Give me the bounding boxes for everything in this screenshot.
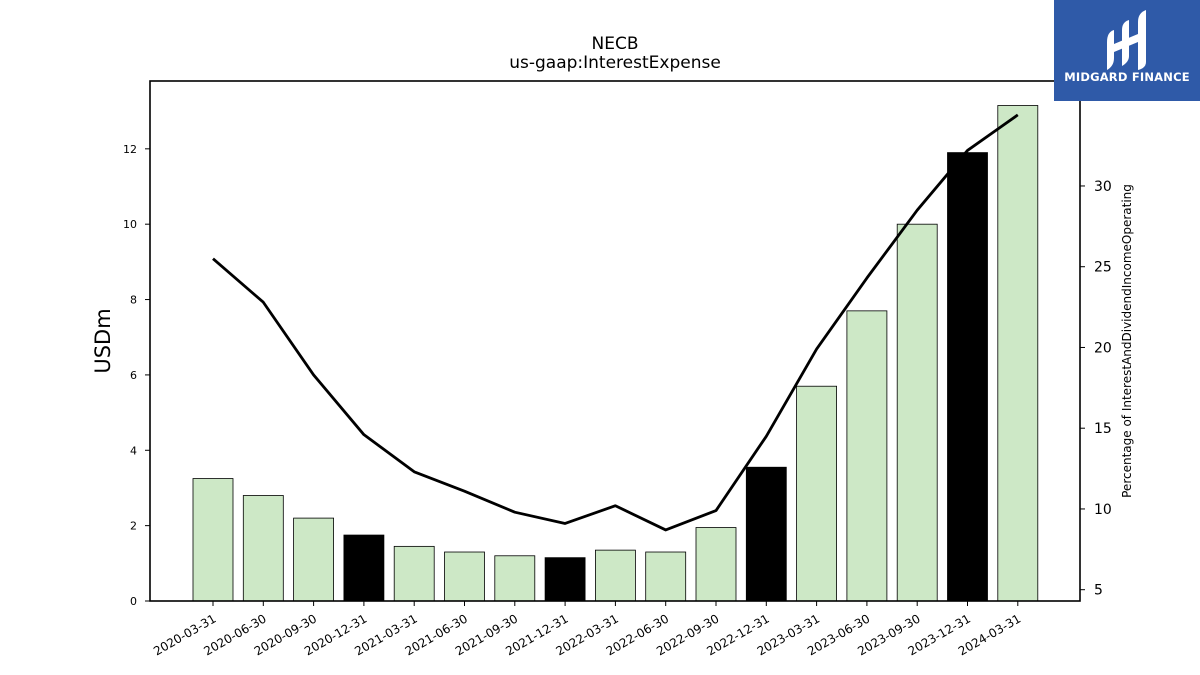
bar [896, 223, 938, 602]
y-tick-label: 12 [123, 143, 137, 156]
bar [242, 495, 284, 602]
x-axis: 2020-03-312020-06-302020-09-302020-12-31… [151, 601, 1023, 658]
y-axis-left: 0 2 4 6 8 10 12 [123, 143, 150, 608]
y2-tick-label: 10 [1094, 502, 1112, 518]
chart-subtitle: us-gaap:InterestExpense [509, 53, 721, 73]
bar [544, 557, 586, 602]
y2-tick-label: 25 [1094, 260, 1112, 276]
bar [192, 478, 234, 602]
y2-tick-label: 5 [1094, 583, 1103, 599]
bar [343, 534, 385, 602]
logo-mark-icon [1107, 10, 1146, 70]
y2-tick-label: 15 [1094, 421, 1112, 437]
bar [947, 152, 988, 602]
bar [745, 466, 787, 602]
y-tick-label: 8 [130, 294, 137, 307]
bar [796, 385, 837, 602]
y-tick-label: 4 [130, 444, 137, 457]
line-series-path [212, 113, 1019, 532]
y-tick-label: 10 [123, 218, 137, 231]
y-axis-label: USDm [91, 308, 115, 373]
bar [997, 105, 1039, 602]
y2-axis-label: Percentage of InterestAndDividendIncomeO… [1120, 184, 1134, 498]
bar [595, 549, 636, 602]
bar [494, 555, 536, 602]
bar [293, 517, 335, 602]
y-tick-label: 6 [130, 369, 137, 382]
bar [645, 551, 687, 602]
y2-tick-label: 30 [1094, 179, 1112, 195]
bar [846, 310, 888, 602]
logo: MIDGARD FINANCE [1054, 0, 1200, 101]
bar [444, 551, 485, 602]
y-tick-label: 0 [130, 595, 137, 608]
line-series [212, 113, 1019, 532]
y-tick-label: 2 [130, 520, 137, 533]
bar [393, 545, 435, 602]
y2-tick-label: 20 [1094, 340, 1112, 356]
bar-series [192, 105, 1039, 602]
chart-title: NECB [592, 34, 639, 54]
logo-text: MIDGARD FINANCE [1064, 70, 1190, 84]
bar [695, 527, 737, 602]
y-axis-right: 5 10 15 20 25 30 [1080, 179, 1112, 599]
